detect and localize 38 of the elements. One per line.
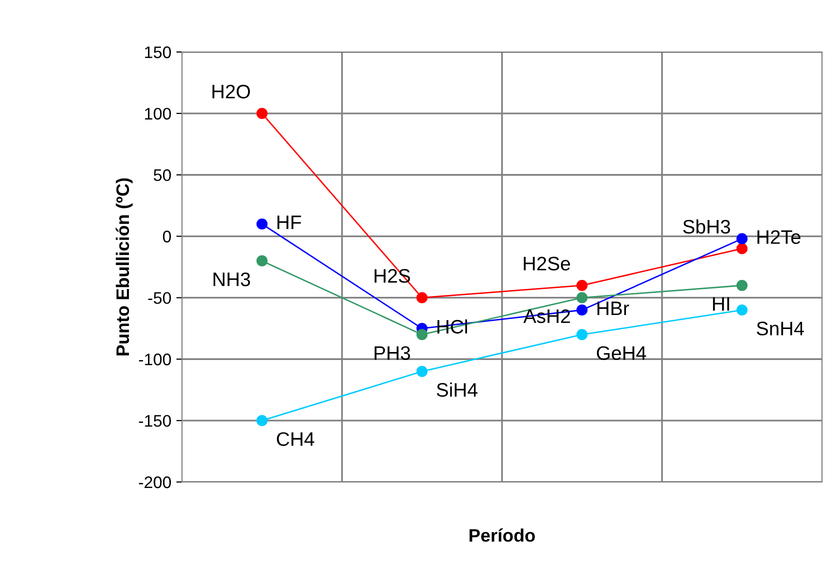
point: [736, 233, 748, 244]
point: [576, 280, 588, 291]
data-label: GeH4: [596, 346, 646, 360]
point: [416, 329, 428, 340]
data-label: NH3: [214, 272, 250, 286]
point: [576, 304, 588, 316]
x-axis-title: Período: [470, 528, 535, 542]
point: [256, 218, 268, 230]
point: [256, 108, 268, 119]
data-label: H2O: [212, 84, 250, 98]
y-tick-label: -150: [138, 414, 171, 427]
y-axis-title: Punto Ebullición (ºC): [116, 178, 133, 356]
y-tick-label: 0: [162, 230, 171, 242]
point: [736, 280, 748, 291]
point: [576, 292, 588, 304]
y-tick-label: 150: [145, 46, 171, 58]
data-label: PH3: [374, 346, 410, 360]
data-label: SbH3: [683, 219, 730, 234]
point: [736, 243, 748, 254]
data-label: HF: [277, 216, 302, 230]
y-tick-label: -200: [138, 476, 171, 488]
point: [256, 415, 268, 426]
data-label: SnH4: [756, 322, 804, 336]
y-tick-label: -100: [138, 354, 171, 366]
data-label: H2Se: [524, 256, 570, 270]
data-label: HI: [713, 297, 730, 311]
point: [576, 329, 588, 340]
data-label: CH4: [276, 432, 314, 446]
data-label: HBr: [597, 302, 630, 316]
point: [416, 366, 428, 377]
data-label: H2Te: [757, 230, 800, 244]
point: [736, 304, 748, 316]
y-tick-label: -50: [148, 292, 171, 304]
point: [416, 292, 428, 304]
data-label: SiH4: [436, 382, 478, 397]
y-tick-label: 100: [145, 108, 171, 120]
point: [256, 255, 268, 266]
y-tick-label: 50: [154, 169, 171, 182]
